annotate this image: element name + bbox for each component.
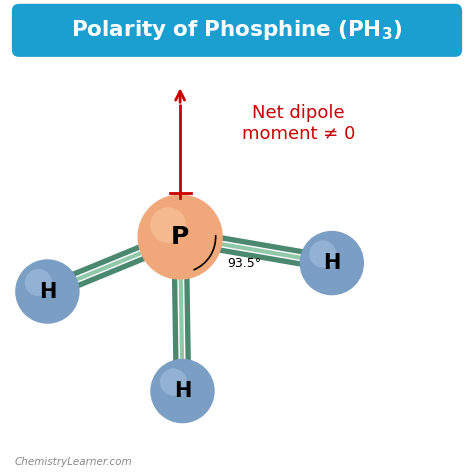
Text: P: P: [171, 225, 189, 249]
Text: H: H: [39, 282, 56, 301]
Text: ChemistryLearner.com: ChemistryLearner.com: [14, 457, 132, 467]
Circle shape: [160, 368, 187, 396]
Text: Net dipole
moment ≠ 0: Net dipole moment ≠ 0: [242, 104, 356, 143]
Circle shape: [309, 240, 337, 268]
Text: H: H: [323, 253, 340, 273]
Circle shape: [150, 359, 215, 423]
Circle shape: [300, 231, 364, 295]
Text: 93.5°: 93.5°: [227, 256, 261, 270]
Circle shape: [15, 259, 80, 324]
Circle shape: [25, 269, 52, 296]
Text: H: H: [174, 381, 191, 401]
Circle shape: [137, 194, 223, 280]
FancyBboxPatch shape: [12, 4, 462, 57]
Circle shape: [150, 207, 186, 243]
Text: $\mathbf{Polarity\ of\ Phosphine\ (PH_3)}$: $\mathbf{Polarity\ of\ Phosphine\ (PH_3)…: [72, 18, 402, 42]
